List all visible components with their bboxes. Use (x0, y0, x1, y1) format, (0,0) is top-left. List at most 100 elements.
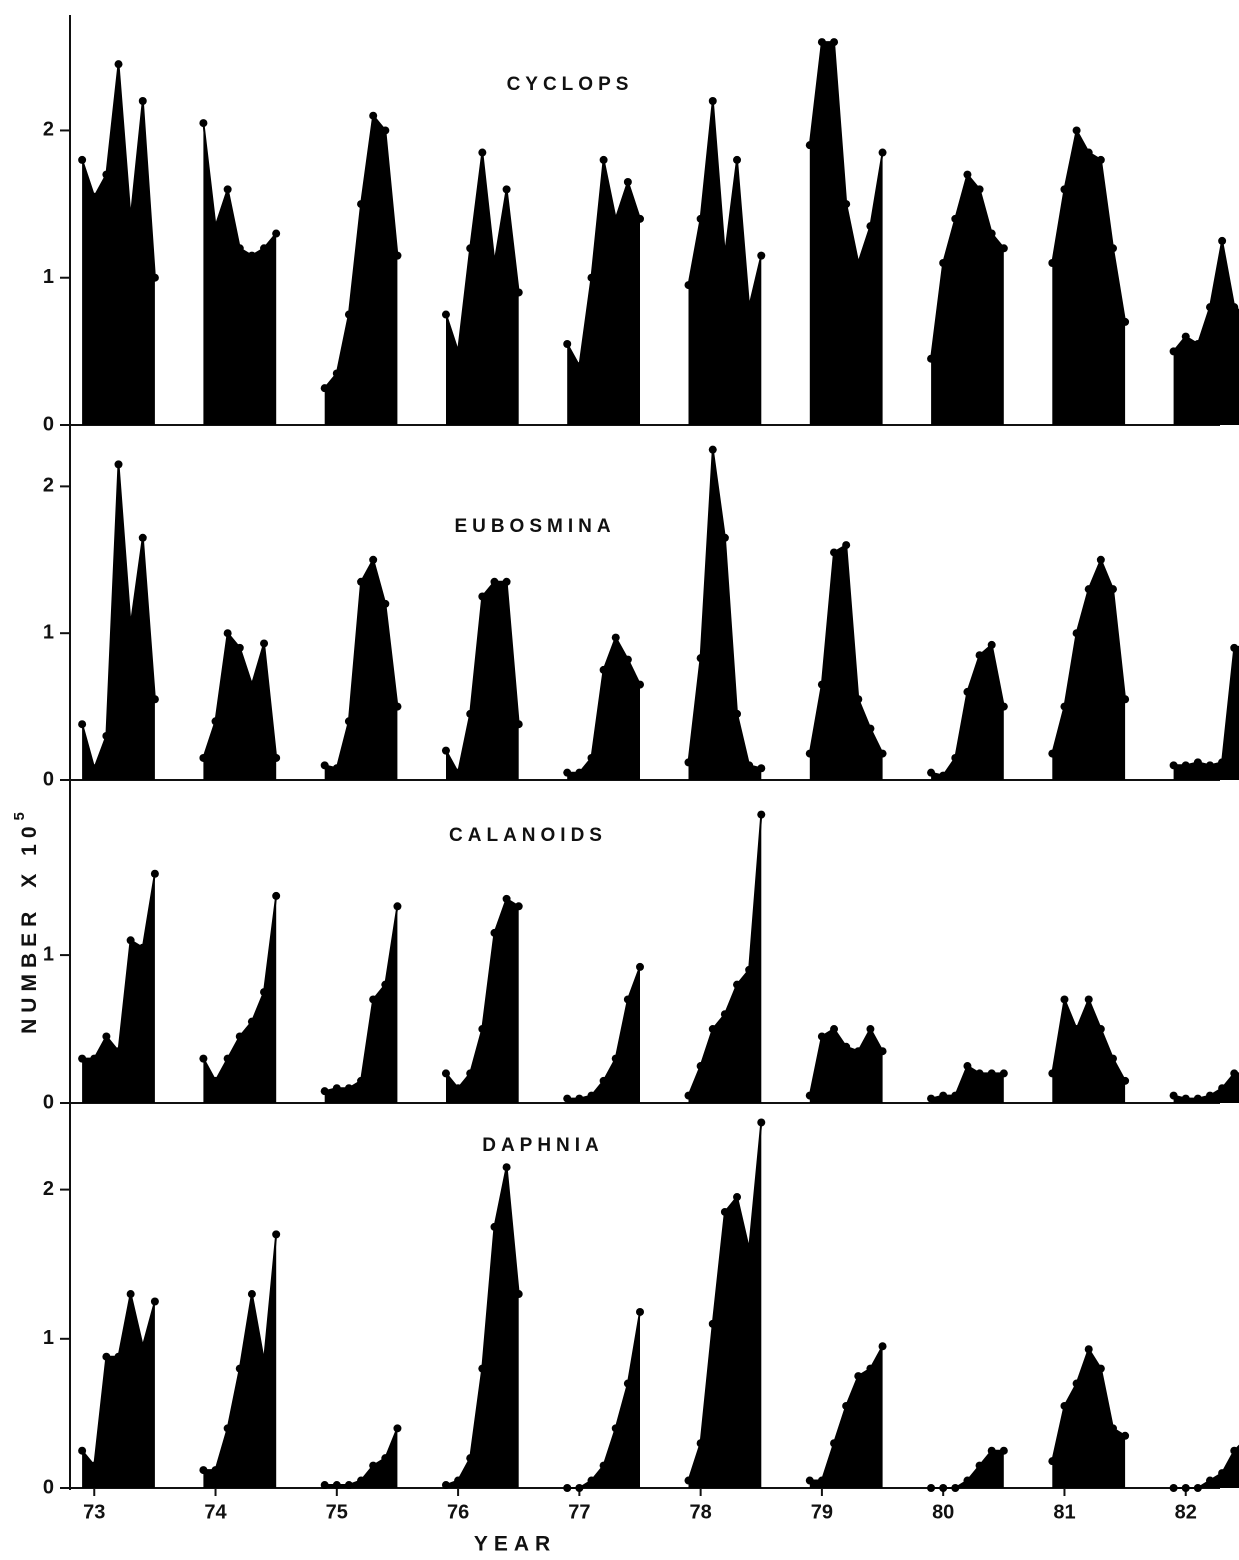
point (393, 702, 402, 711)
point (369, 1461, 378, 1470)
point (150, 695, 159, 704)
point (963, 1476, 972, 1485)
point (381, 980, 390, 989)
point (1218, 1084, 1227, 1093)
point (757, 1118, 766, 1127)
point (247, 251, 256, 260)
point (114, 1352, 123, 1361)
x-tick-label: 82 (1175, 1501, 1197, 1523)
point (332, 1084, 341, 1093)
point (344, 1084, 353, 1093)
point (90, 1461, 99, 1470)
panel-title: DAPHNIA (482, 1135, 604, 1156)
point (696, 654, 705, 663)
point (1084, 148, 1093, 157)
point (1230, 643, 1239, 652)
point (999, 244, 1008, 253)
point (1096, 555, 1105, 564)
point (199, 119, 208, 128)
y-tick-label: 2 (43, 475, 54, 497)
point (636, 214, 644, 223)
area (1173, 1446, 1239, 1488)
point (1206, 1476, 1214, 1485)
area (1173, 646, 1239, 780)
point (684, 758, 693, 767)
point (927, 1484, 936, 1492)
point (490, 259, 499, 267)
point (636, 680, 644, 689)
point (1206, 1091, 1214, 1100)
point (587, 273, 596, 282)
y-label: NUMBER (18, 906, 41, 1034)
point (150, 273, 159, 282)
point (114, 60, 123, 69)
point (502, 1163, 511, 1172)
point (102, 1352, 111, 1361)
point (563, 340, 572, 348)
point (1060, 1401, 1069, 1410)
point (102, 731, 111, 740)
area (931, 644, 1004, 780)
point (854, 1372, 863, 1381)
point (1060, 185, 1069, 194)
point (939, 1484, 948, 1492)
point (1169, 1091, 1178, 1100)
point (247, 680, 256, 689)
point (478, 148, 487, 157)
point (247, 1017, 256, 1026)
point (1193, 1094, 1202, 1103)
point (720, 251, 729, 260)
point (272, 891, 281, 900)
point (114, 460, 123, 469)
point (987, 1446, 996, 1455)
point (454, 1476, 463, 1485)
point (866, 1025, 875, 1034)
point (126, 1290, 135, 1299)
point (599, 1076, 608, 1085)
point (575, 768, 584, 777)
area (203, 1234, 277, 1488)
x-tick-label: 76 (447, 1501, 469, 1523)
point (733, 709, 742, 718)
point (272, 229, 281, 238)
point (441, 310, 450, 319)
point (1181, 761, 1190, 770)
area (809, 1346, 883, 1488)
area (567, 159, 640, 425)
point (332, 764, 341, 773)
point (126, 214, 135, 223)
point (866, 222, 875, 231)
x-tick-label: 77 (568, 1501, 590, 1523)
point (393, 902, 402, 911)
point (1084, 585, 1093, 594)
point (1218, 758, 1227, 767)
point (623, 1379, 632, 1388)
area (446, 898, 519, 1103)
area (1173, 240, 1239, 425)
point (708, 1025, 717, 1034)
point (150, 1297, 159, 1306)
point (260, 988, 269, 997)
point (381, 126, 390, 135)
y-tick-label: 0 (43, 413, 54, 435)
point (150, 869, 159, 878)
point (1096, 1025, 1105, 1034)
y-tick-label: 0 (43, 768, 54, 790)
point (842, 541, 851, 550)
y-label-exponent: 5 (11, 806, 28, 820)
area (1173, 1073, 1239, 1103)
point (878, 148, 887, 157)
point (235, 1032, 244, 1041)
x-tick-label: 78 (690, 1501, 712, 1523)
area (203, 123, 277, 425)
point (587, 1091, 596, 1100)
point (1048, 1069, 1057, 1078)
area (82, 464, 155, 780)
point (1181, 1094, 1190, 1103)
point (223, 1424, 232, 1433)
point (720, 1207, 729, 1216)
point (1048, 1457, 1057, 1466)
point (817, 1476, 826, 1485)
point (454, 1084, 463, 1093)
